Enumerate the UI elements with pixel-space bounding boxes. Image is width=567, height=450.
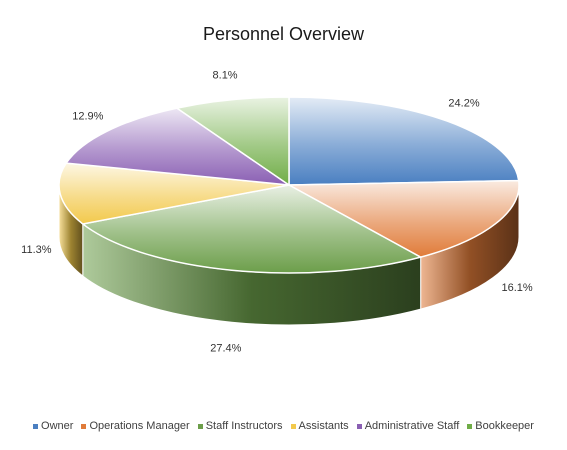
slice-owner (288, 96, 520, 186)
legend-item-administrative-staff: Administrative Staff (356, 420, 460, 432)
data-label-assistants: 11.3% (21, 244, 52, 256)
data-label-operations-manager: 16.1% (501, 282, 532, 294)
slice-assistants (58, 162, 290, 225)
legend-swatch (290, 423, 296, 429)
chart-title: Personnel Overview (202, 24, 365, 44)
legend-label: Assistants (298, 420, 349, 432)
legend: Owner Operations Manager Staff Instructors… (0, 420, 567, 432)
legend-item-operations-manager: Operations Manager (81, 420, 190, 432)
legend-swatch (197, 423, 203, 429)
legend-label: Owner (41, 420, 74, 432)
legend-item-staff-instructors: Staff Instructors (197, 420, 283, 432)
data-label-bookkeeper: 8.1% (213, 70, 238, 82)
data-label-staff-instructors: 27.4% (210, 342, 241, 354)
data-label-administrative-staff: 12.9% (72, 110, 103, 122)
legend-swatch (33, 423, 39, 429)
legend-swatch (81, 423, 87, 429)
slice-operations-manager (286, 179, 520, 258)
legend-item-owner: Owner (33, 420, 73, 432)
legend-label: Staff Instructors (205, 420, 283, 432)
slice-bookkeeper (175, 96, 290, 187)
slice-staff-instructors (80, 184, 423, 274)
legend-swatch (356, 423, 362, 429)
legend-label: Administrative Staff (364, 420, 460, 432)
data-label-owner: 24.2% (448, 97, 479, 109)
legend-item-assistants: Assistants (290, 420, 349, 432)
legend-label: Operations Manager (89, 420, 190, 432)
legend-swatch (467, 423, 473, 429)
slice-administrative-staff (64, 107, 290, 186)
legend-label: Bookkeeper (475, 420, 534, 432)
legend-item-bookkeeper: Bookkeeper (467, 420, 534, 432)
